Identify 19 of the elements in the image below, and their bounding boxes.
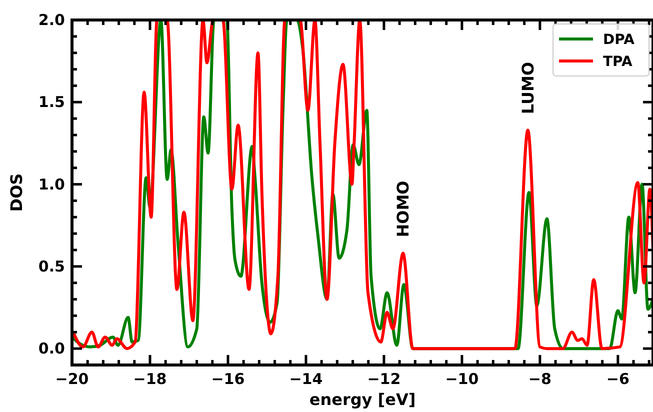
x-tick-label: −12: [367, 370, 401, 388]
y-tick-label: 2.0: [38, 11, 65, 29]
x-axis-title: energy [eV]: [309, 390, 416, 409]
y-tick-label: 1.0: [38, 175, 65, 194]
legend-label: DPA: [603, 32, 635, 48]
y-tick-label: 1.5: [38, 93, 65, 112]
x-tick-label: −6: [606, 370, 630, 388]
x-tick-label: −20: [55, 370, 89, 388]
y-tick-label: 0.0: [38, 340, 65, 358]
y-axis-title: DOS: [7, 173, 26, 212]
annotation: HOMO: [394, 180, 413, 238]
annotation: LUMO: [518, 62, 538, 114]
x-tick-label: −8: [528, 370, 552, 388]
x-tick-label: −10: [445, 370, 479, 388]
x-tick-label: −16: [211, 370, 245, 388]
y-tick-label: 0.5: [38, 257, 65, 276]
legend-label: TPA: [603, 54, 633, 70]
x-tick-label: −18: [133, 370, 167, 388]
x-tick-label: −14: [289, 370, 323, 388]
